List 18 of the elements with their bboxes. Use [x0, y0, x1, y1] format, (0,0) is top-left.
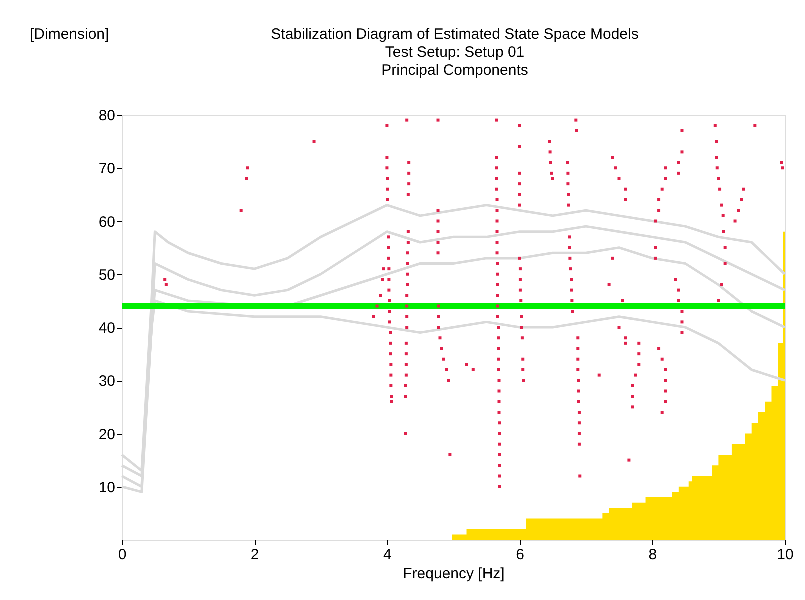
x-axis-title: Frequency [Hz]	[403, 566, 505, 582]
y-tick-label: 30	[98, 373, 116, 390]
y-tick-label: 50	[98, 266, 116, 284]
y-tick-label: 10	[98, 479, 116, 496]
x-tick-label: 4	[384, 546, 392, 564]
y-tick-label: 40	[98, 320, 116, 337]
y-tick-label: 60	[98, 214, 116, 231]
x-tick-label: 6	[516, 546, 524, 564]
x-tick-label: 0	[118, 546, 127, 564]
x-tick-label: 10	[777, 546, 794, 564]
chart-subtitle: Test Setup: Setup 01 Principal Components	[382, 44, 528, 79]
chart-title: Stabilization Diagram of Estimated State Space Models	[271, 26, 639, 43]
y-axis-title: [Dimension]	[30, 26, 110, 43]
x-tick-label: 8	[648, 546, 658, 564]
y-tick-label: 70	[98, 160, 116, 178]
y-tick-label: 80	[98, 108, 116, 124]
x-tick-label: 2	[250, 546, 260, 564]
y-tick-label: 20	[98, 426, 116, 444]
